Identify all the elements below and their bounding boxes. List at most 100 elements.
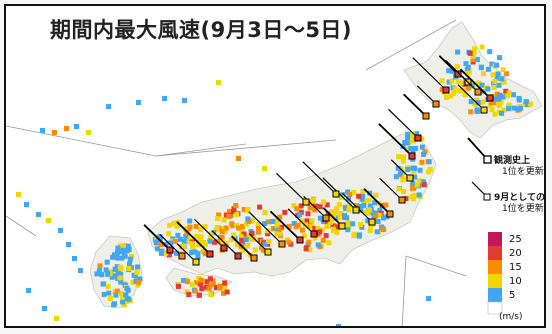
sea-boundary-lines [6, 19, 467, 326]
station-marker [189, 240, 195, 246]
station-marker [396, 154, 402, 160]
station-marker [485, 86, 491, 92]
station-marker [222, 285, 228, 291]
station-marker [233, 203, 239, 208]
station-marker [346, 207, 352, 213]
station-marker [129, 254, 134, 260]
station-marker [302, 222, 308, 228]
station-marker [498, 99, 504, 105]
station-marker [500, 94, 506, 100]
station-marker [372, 200, 378, 206]
station-marker [222, 229, 228, 234]
station-marker [262, 210, 268, 215]
station-marker [125, 243, 131, 249]
station-marker [312, 226, 318, 231]
station-marker [127, 256, 133, 262]
record-station-marker [192, 258, 200, 266]
station-marker [489, 107, 495, 113]
station-marker [455, 78, 461, 84]
station-marker [192, 288, 198, 294]
station-marker [467, 50, 473, 56]
station-marker [309, 224, 315, 229]
station-marker [462, 92, 468, 98]
record-station-marker [408, 152, 416, 160]
station-marker [223, 212, 229, 218]
record-wind-barb [379, 177, 403, 201]
station-marker [323, 233, 329, 239]
wind-scale-segment-20 [488, 246, 502, 260]
station-marker [262, 241, 268, 247]
station-marker [315, 226, 321, 231]
station-marker [163, 241, 168, 247]
station-marker [224, 289, 230, 295]
station-marker [114, 288, 120, 294]
station-marker [220, 290, 226, 296]
station-marker [184, 289, 190, 295]
record-station-marker [310, 230, 318, 238]
station-marker [488, 103, 494, 108]
station-marker [172, 238, 178, 244]
station-marker [363, 210, 368, 215]
station-marker [330, 223, 336, 229]
station-marker [125, 287, 131, 293]
station-marker [298, 218, 304, 224]
station-marker [358, 204, 364, 209]
legend-record-september-subtitle: 1位を更新 [502, 204, 544, 214]
legend-record-september-marker [483, 193, 491, 201]
record-station-marker [220, 244, 228, 252]
station-marker [306, 239, 312, 245]
station-marker [449, 78, 455, 84]
station-marker [222, 280, 228, 286]
wind-scale-segment-lowest [487, 301, 503, 315]
station-marker [291, 221, 297, 226]
station-marker [291, 203, 297, 209]
record-wind-barb [302, 161, 337, 195]
station-marker [127, 261, 132, 267]
station-marker [240, 247, 246, 253]
station-marker [245, 233, 251, 239]
station-marker [492, 111, 498, 117]
record-station-marker [264, 248, 272, 256]
station-marker [113, 292, 119, 298]
station-marker [210, 278, 216, 284]
station-marker [496, 103, 502, 109]
station-marker [204, 284, 209, 290]
station-marker [307, 247, 313, 253]
record-wind-barb [211, 230, 239, 257]
wind-scale-label: 15 [509, 262, 522, 273]
wind-scale-segment-15 [488, 260, 502, 274]
record-station-marker [296, 236, 304, 244]
station-marker [374, 229, 380, 235]
station-marker [377, 207, 383, 213]
station-marker [207, 238, 213, 244]
station-marker [109, 274, 115, 280]
station-marker [175, 232, 181, 238]
station-marker [408, 145, 414, 151]
station-marker [315, 242, 321, 248]
legend-record-all-time-barb [467, 137, 487, 159]
station-marker [110, 254, 116, 260]
station-marker [64, 126, 69, 131]
station-marker [121, 302, 127, 308]
station-marker [366, 197, 372, 203]
station-marker [100, 281, 106, 287]
station-marker [227, 208, 232, 214]
station-marker [257, 204, 263, 210]
record-wind-barb [231, 235, 255, 259]
record-wind-barb [276, 172, 307, 203]
station-marker [444, 94, 450, 100]
station-marker [511, 92, 516, 98]
station-marker [240, 224, 245, 229]
record-wind-barb [143, 224, 171, 251]
station-marker [480, 99, 486, 105]
station-marker [456, 88, 462, 94]
wind-scale-segment-10 [488, 274, 502, 288]
station-marker [74, 124, 79, 129]
station-marker [405, 167, 411, 172]
station-marker [97, 263, 103, 269]
station-marker [229, 221, 235, 227]
station-marker [243, 237, 249, 243]
wind-scale-label: 10 [509, 276, 522, 287]
station-marker [361, 202, 367, 208]
station-marker [327, 219, 333, 225]
